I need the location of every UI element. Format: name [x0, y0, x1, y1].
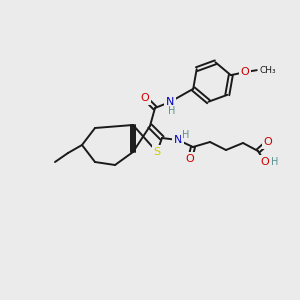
- Text: S: S: [153, 147, 161, 157]
- Text: N: N: [166, 97, 174, 107]
- Text: H: H: [271, 157, 279, 167]
- Text: O: O: [240, 67, 249, 77]
- Text: H: H: [182, 130, 190, 140]
- Text: N: N: [174, 135, 182, 145]
- Text: O: O: [264, 137, 272, 147]
- Text: CH₃: CH₃: [260, 66, 276, 75]
- Text: O: O: [186, 154, 194, 164]
- Text: O: O: [141, 93, 149, 103]
- Text: H: H: [168, 106, 176, 116]
- Text: O: O: [261, 157, 269, 167]
